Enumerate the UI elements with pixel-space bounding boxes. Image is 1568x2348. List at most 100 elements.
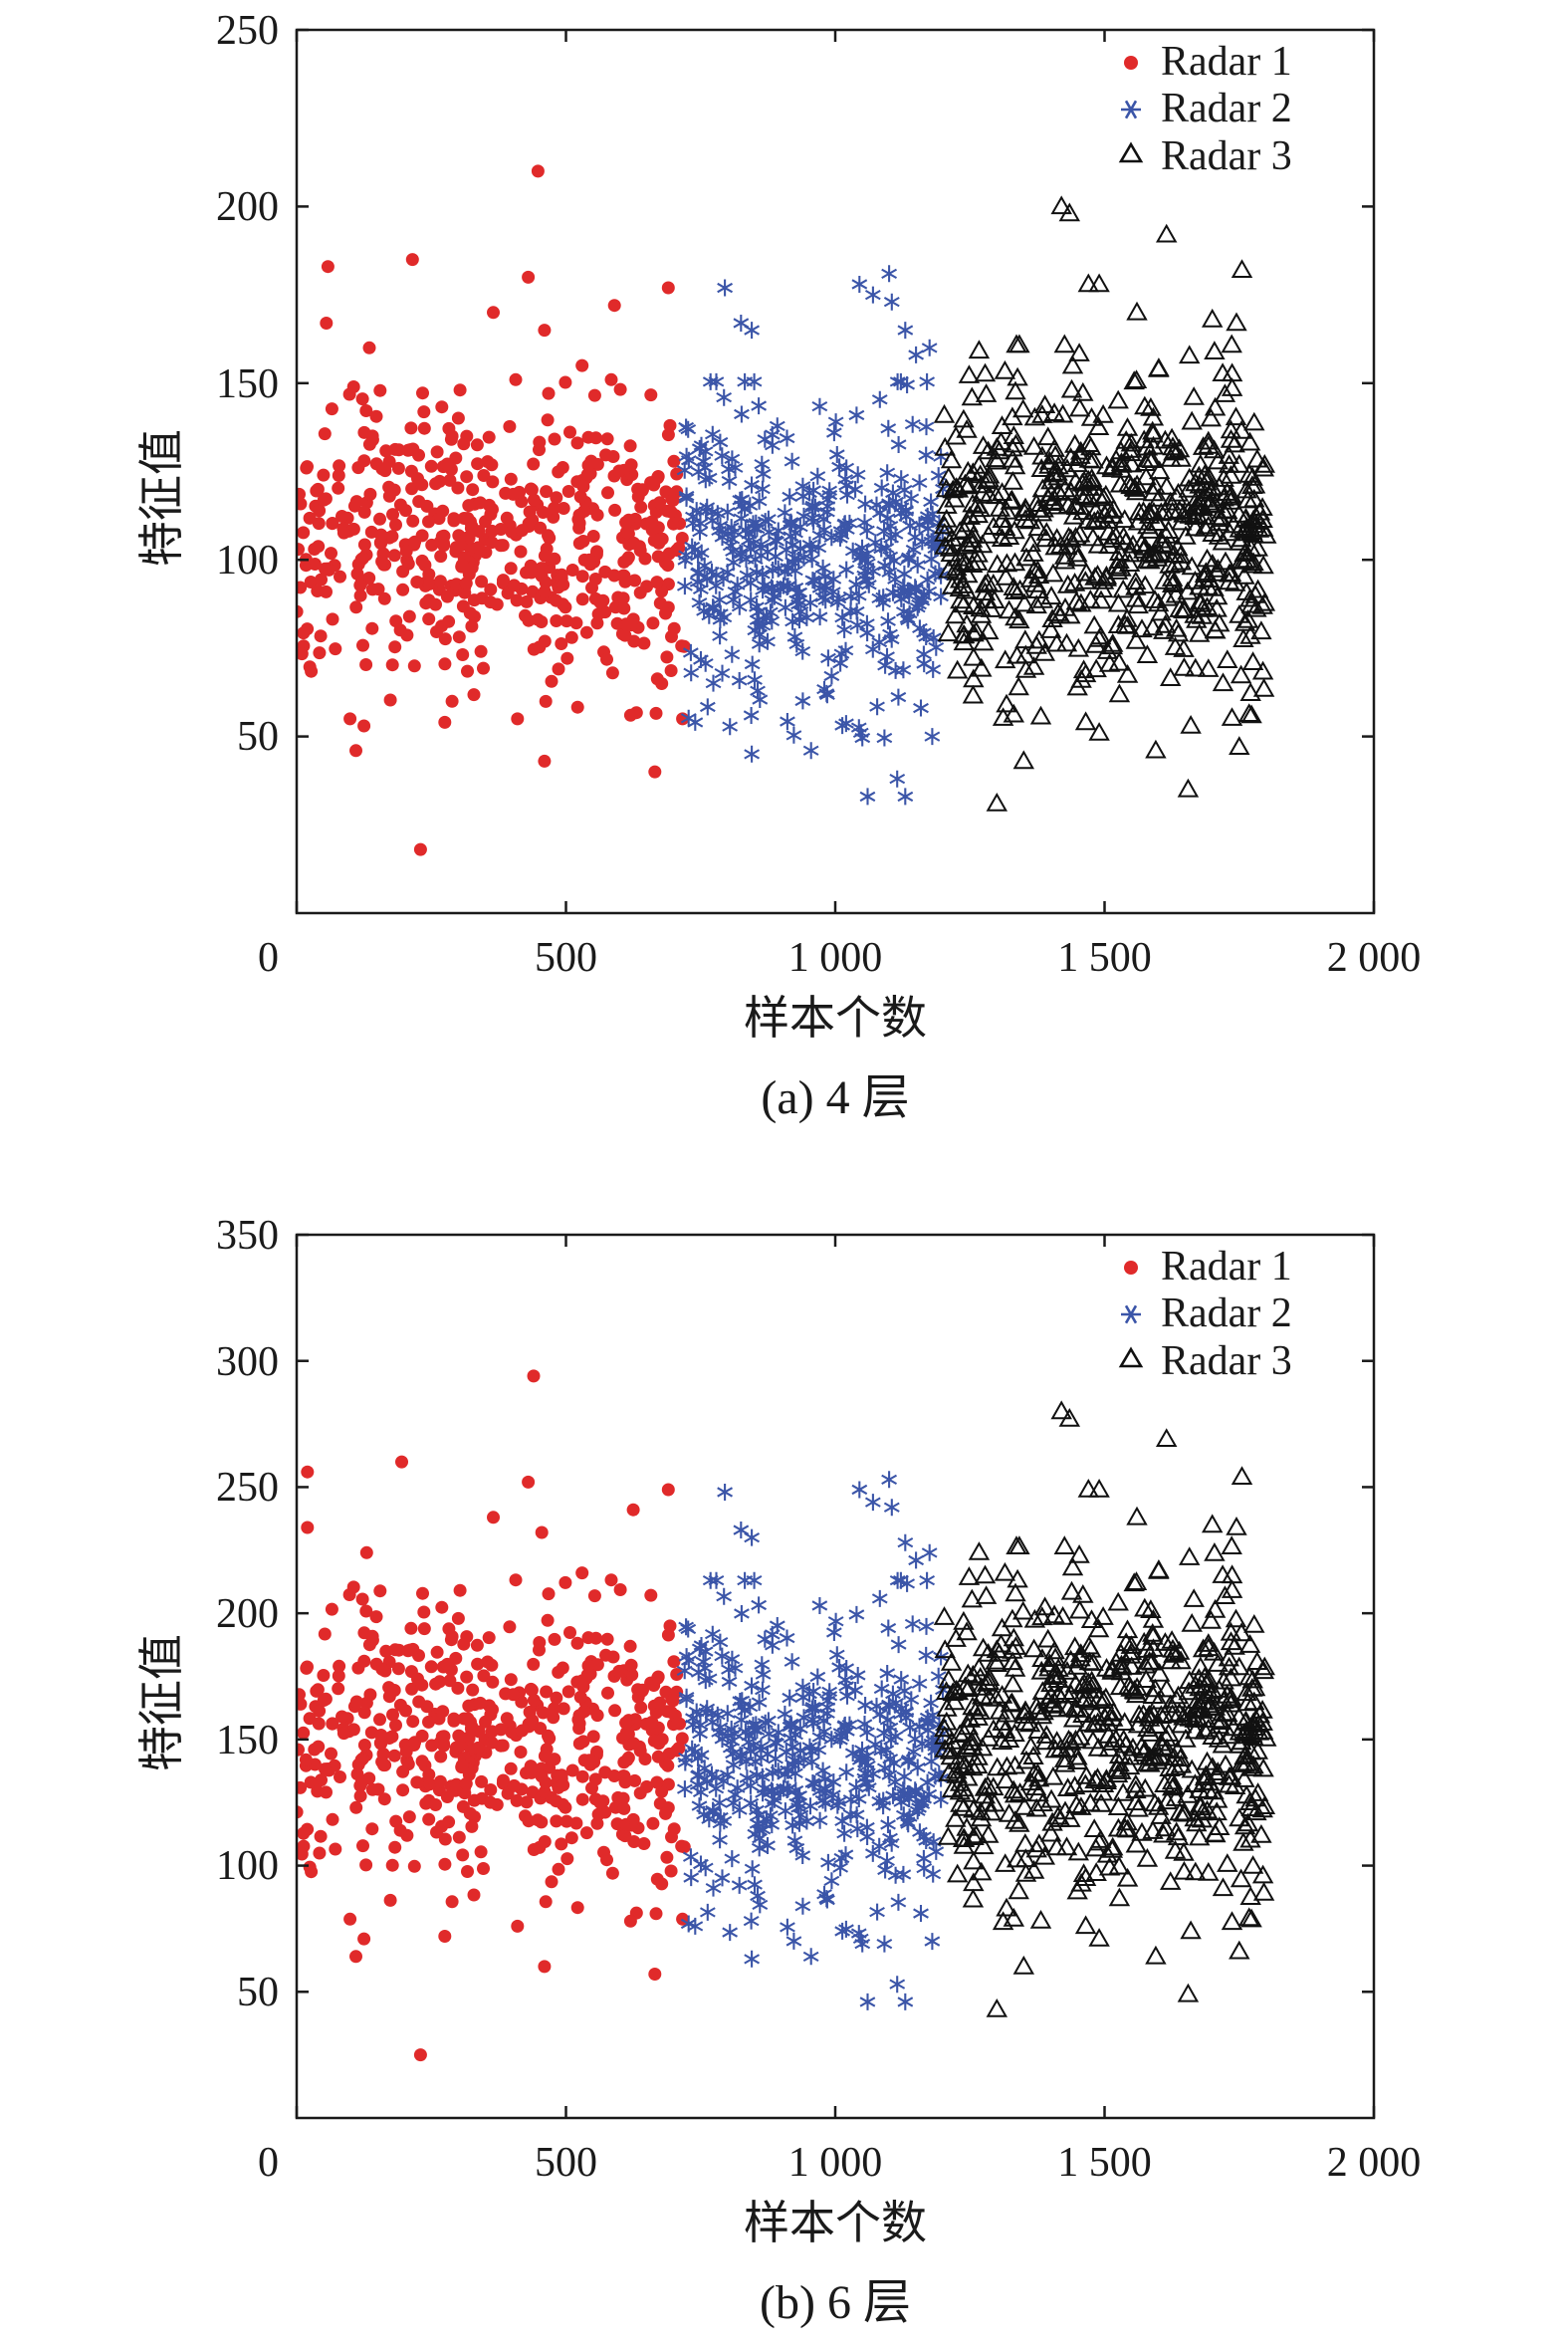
radar2-star-marker (714, 447, 731, 465)
radar3-triangle-marker (1078, 1651, 1101, 1671)
radar3-triangle-marker (1194, 517, 1216, 537)
radar3-triangle-marker (1080, 1670, 1103, 1690)
radar3-triangle-marker (1002, 448, 1023, 468)
radar3-triangle-marker (1159, 667, 1182, 686)
radar1-dot-marker (359, 658, 373, 671)
radar1-dot-marker (527, 457, 541, 471)
radar1-dot-marker (438, 1857, 452, 1871)
radar2-star-marker (838, 1920, 854, 1938)
radar3-triangle-marker (1175, 525, 1197, 545)
radar3-triangle-marker (1245, 1801, 1267, 1821)
radar3-triangle-marker (953, 1755, 976, 1773)
radar3-triangle-marker (1022, 435, 1045, 455)
radar1-dot-marker (319, 1762, 332, 1776)
radar1-dot-marker (504, 472, 518, 486)
radar2-star-marker (683, 664, 700, 682)
radar3-triangle-marker (1234, 1711, 1256, 1731)
radar2-star-marker (849, 1820, 866, 1838)
radar2-star-marker (676, 1780, 693, 1798)
radar1-dot-marker (317, 468, 331, 482)
radar1-dot-marker (515, 524, 529, 538)
radar3-triangle-marker (1138, 505, 1161, 524)
radar3-triangle-marker (1143, 501, 1165, 521)
radar2-star-marker (900, 551, 917, 568)
chart-b-legend: Radar 1 Radar 2 Radar 3 (1118, 1244, 1292, 1384)
radar1-dot-marker (353, 1789, 367, 1803)
radar1-dot-marker (613, 1583, 627, 1596)
radar2-star-marker (873, 1680, 890, 1698)
radar1-dot-marker (299, 1753, 313, 1766)
radar3-triangle-marker (1184, 1773, 1207, 1792)
radar1-dot-marker (520, 594, 534, 608)
radar1-dot-marker (297, 1826, 311, 1840)
radar3-triangle-marker (970, 597, 992, 617)
radar1-dot-marker (607, 299, 621, 313)
radar3-triangle-marker (1229, 736, 1250, 755)
radar2-star-marker (828, 1646, 845, 1664)
radar3-triangle-marker (1059, 1808, 1081, 1827)
radar2-star-marker (790, 595, 806, 613)
radar1-dot-marker (504, 562, 518, 576)
radar2-star-marker (744, 1950, 761, 1968)
radar3-triangle-marker (1125, 629, 1148, 649)
radar2-star-marker (757, 1630, 774, 1648)
chart-a-x-tick-label-0: 0 (258, 935, 279, 981)
radar3-triangle-marker (1156, 587, 1179, 606)
chart-b-y-tick-label-250: 250 (216, 1465, 279, 1511)
radar1-dot-marker (523, 1705, 537, 1719)
radar2-star-marker (696, 602, 713, 620)
radar3-triangle-marker (1008, 579, 1031, 598)
radar3-triangle-marker (971, 657, 993, 677)
radar1-dot-marker (399, 504, 412, 518)
radar3-triangle-marker (1204, 1541, 1226, 1561)
radar1-dot-marker (590, 545, 603, 559)
radar3-triangle-marker (1066, 1751, 1089, 1769)
radar3-triangle-marker (1136, 644, 1159, 663)
radar3-triangle-marker (1098, 652, 1121, 672)
radar3-triangle-marker (946, 1760, 968, 1779)
radar3-triangle-marker (1058, 202, 1081, 222)
radar3-triangle-marker (1240, 1797, 1262, 1816)
legend-radar1-marker (1124, 1261, 1138, 1275)
radar1-dot-marker (514, 545, 528, 559)
radar1-dot-marker (430, 1825, 443, 1839)
radar3-triangle-marker (1188, 1826, 1211, 1846)
radar3-triangle-marker (953, 1610, 975, 1630)
radar1-dot-marker (460, 1670, 474, 1684)
radar2-star-marker (678, 489, 695, 507)
radar1-dot-marker (374, 528, 388, 542)
radar1-dot-marker (600, 652, 613, 666)
radar2-star-marker (883, 293, 900, 311)
radar1-dot-marker (497, 1773, 510, 1787)
chart-a-x-tick-labels: 0 500 1 000 1 500 2 000 (258, 935, 1421, 981)
radar2-star-marker (711, 1794, 728, 1812)
radar1-dot-marker (385, 1730, 399, 1744)
radar3-triangle-marker (1039, 1822, 1062, 1842)
radar1-dot-marker (527, 1657, 541, 1671)
radar2-star-marker (823, 667, 840, 685)
radar2-star-marker (819, 1692, 836, 1710)
radar1-dot-marker (349, 1800, 363, 1814)
legend-radar2-marker (1121, 1304, 1141, 1324)
chart-a-axis-ticks (295, 28, 1376, 913)
radar2-star-marker (838, 715, 854, 733)
radar1-dot-marker (540, 1685, 554, 1699)
radar2-star-marker (731, 1801, 748, 1819)
radar3-triangle-marker (1177, 778, 1200, 798)
radar3-triangle-marker (1130, 533, 1153, 553)
radar3-triangle-marker (1064, 471, 1087, 490)
radar3-triangle-marker (963, 1826, 985, 1845)
radar2-star-marker (831, 458, 848, 476)
radar2-star-marker (754, 1767, 771, 1785)
radar2-star-marker (918, 418, 935, 436)
radar3-triangle-marker (986, 554, 1008, 574)
radar3-triangle-marker (1206, 1765, 1229, 1784)
radar1-dot-marker (538, 1960, 552, 1974)
radar1-dot-marker (619, 1716, 633, 1730)
radar1-dot-marker (503, 1620, 517, 1634)
radar1-dot-marker (507, 487, 520, 501)
radar3-triangle-marker (1181, 1612, 1203, 1632)
radar2-star-marker (881, 1471, 898, 1489)
radar2-star-marker (762, 1806, 779, 1824)
radar1-dot-marker (325, 1747, 337, 1761)
